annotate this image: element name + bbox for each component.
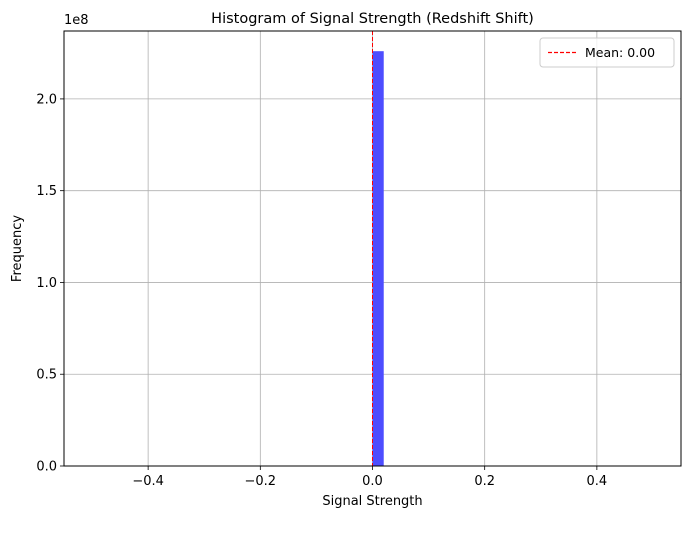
legend-box [539, 37, 675, 68]
chart-title: Histogram of Signal Strength (Redshift S… [211, 11, 534, 27]
x-axis-ticks: −0.4 −0.2 0.0 0.2 0.4 [132, 466, 607, 489]
histogram-bars [372, 51, 384, 466]
x-tick-label: 0.4 [587, 474, 608, 489]
x-axis-label: Signal Strength [322, 494, 422, 509]
y-tick-label: 1.0 [36, 276, 57, 291]
x-tick-label: −0.4 [132, 474, 164, 489]
y-axis-label: Frequency [10, 215, 25, 282]
y-axis-ticks: 0.0 0.5 1.0 1.5 2.0 [36, 92, 64, 475]
legend-entry-mean: Mean: 0.00 [585, 45, 655, 60]
y-tick-label: 0.5 [36, 368, 57, 383]
x-tick-label: 0.2 [474, 474, 495, 489]
y-tick-label: 1.5 [36, 184, 57, 199]
x-tick-label: 0.0 [362, 474, 383, 489]
y-tick-label: 0.0 [36, 460, 57, 475]
y-axis-offset-text: 1e8 [64, 13, 89, 28]
y-tick-label: 2.0 [36, 92, 57, 107]
x-tick-label: −0.2 [245, 474, 277, 489]
legend: Mean: 0.00 [539, 37, 675, 68]
histogram-bar [372, 51, 384, 466]
